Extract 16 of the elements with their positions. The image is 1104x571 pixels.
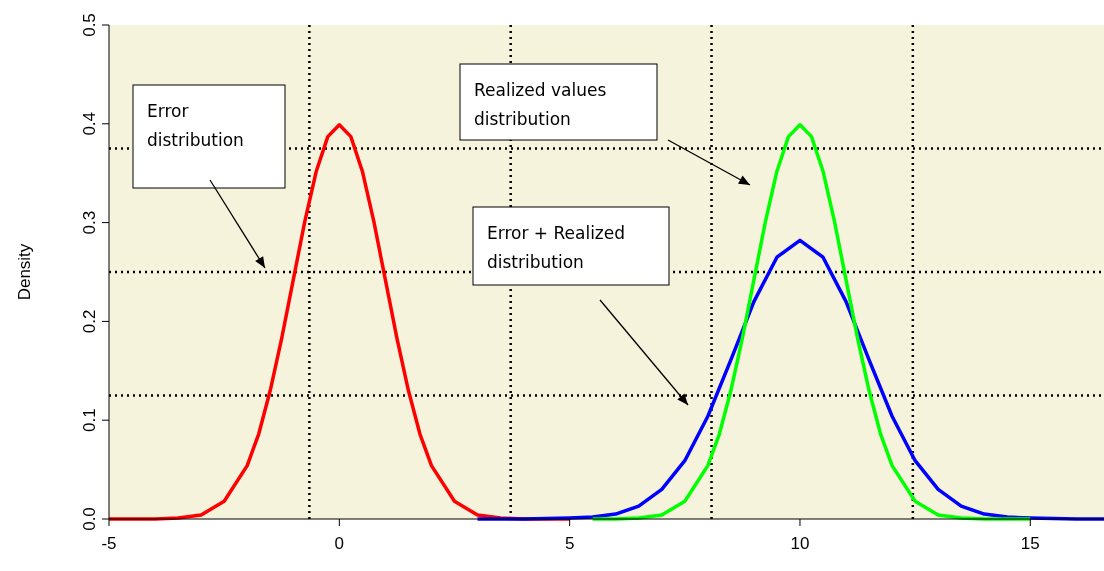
y-axis-title: Density bbox=[15, 243, 34, 301]
y-tick-label: 0.5 bbox=[80, 13, 99, 37]
y-tick-label: 0.0 bbox=[80, 507, 99, 531]
x-tick-label: 5 bbox=[564, 534, 575, 553]
annotation: Error distribution bbox=[147, 101, 244, 150]
y-tick-label: 0.2 bbox=[80, 309, 99, 334]
x-tick-label: 10 bbox=[790, 534, 810, 553]
y-tick-label: 0.1 bbox=[80, 408, 99, 433]
y-tick-label: 0.4 bbox=[80, 111, 99, 136]
x-tick-label: -5 bbox=[101, 534, 117, 553]
x-tick-label: 0 bbox=[334, 534, 345, 553]
annotation: Error + Realized distribution bbox=[487, 223, 626, 272]
x-tick-label: 15 bbox=[1020, 534, 1040, 553]
y-tick-label: 0.3 bbox=[80, 210, 99, 235]
line-series bbox=[475, 238, 1104, 521]
annotation: Realized values distribution bbox=[474, 80, 607, 129]
